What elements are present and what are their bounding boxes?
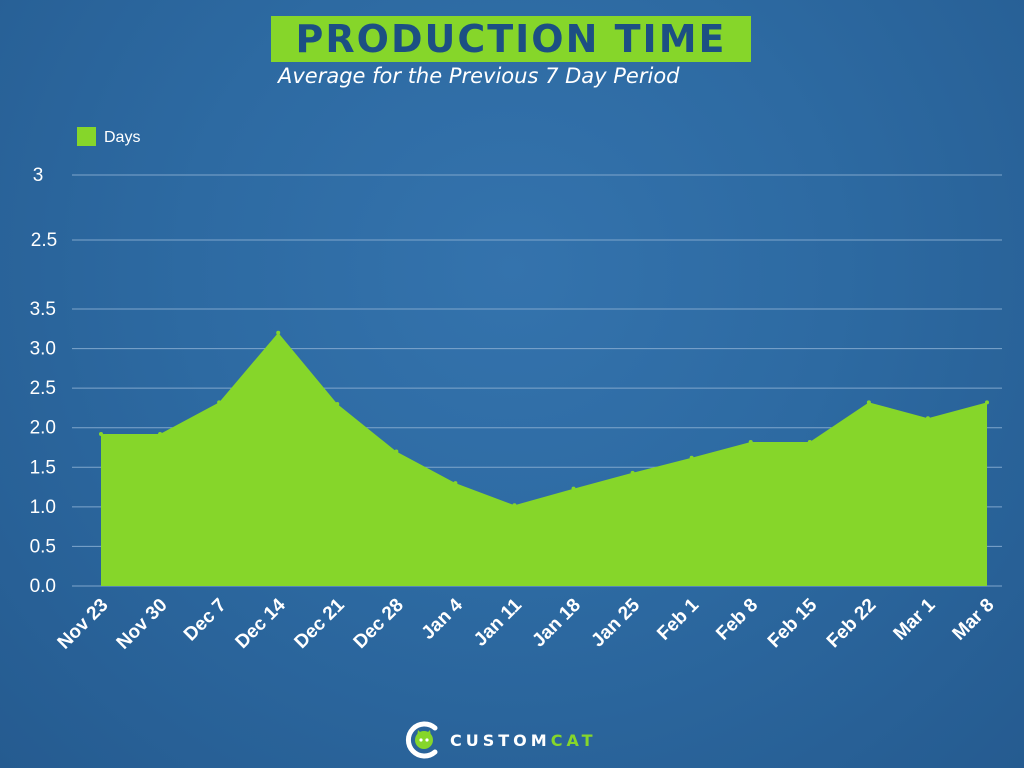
data-point [512,503,517,508]
x-tick-label: Jan 4 [418,594,468,644]
x-axis-ticks: Nov 23 Nov 30 Dec 7 Dec 14 Dec 21 Dec 28 Jan 4… [54,594,999,653]
chart-subtitle: Average for the Previous 7 Day Period [278,64,680,88]
x-tick-label: Feb 8 [712,595,762,645]
x-tick-label: Mar 1 [890,594,940,644]
y-tick-label: 1.5 [30,457,56,478]
y-tick-label: 0.0 [30,576,56,597]
brand-name-part1: CUSTOM [450,730,551,750]
x-tick-label: Feb 22 [823,595,880,652]
area-layer [99,330,989,586]
y-tick-label: 1.0 [30,497,56,518]
brand-name: CUSTOMCAT [450,731,597,750]
y-tick-label: 3.5 [30,299,56,320]
data-point [571,486,576,491]
customcat-logo: CUSTOMCAT [404,720,597,760]
data-point [807,439,812,444]
extra-axis-tick-label: 3 [33,165,44,186]
data-point [335,401,340,406]
data-point [748,439,753,444]
data-point [158,432,163,437]
chart-title: PRODUCTION TIME [295,17,727,61]
title-banner: PRODUCTION TIME [271,16,751,62]
data-point [689,455,694,460]
x-tick-label: Nov 23 [54,595,113,654]
x-tick-label: Jan 25 [587,594,644,651]
legend: Days [77,127,140,146]
x-tick-label: Mar 8 [949,595,999,645]
data-point [217,400,222,405]
x-tick-label: Dec 28 [350,595,408,653]
cat-head-icon [405,721,438,759]
x-tick-label: Jan 18 [528,595,585,652]
data-point [394,449,399,454]
y-axis-ticks: 0.0 0.5 1.0 1.5 2.0 2.5 3.0 3.5 [30,299,56,597]
area-series-days [101,332,987,586]
extra-axis-tick-label: 2.5 [31,230,57,251]
x-tick-label: Dec 21 [291,594,349,652]
data-point [866,400,871,405]
data-point [925,416,930,421]
y-tick-label: 0.5 [30,536,56,557]
legend-swatch-days [77,127,96,146]
y-tick-label: 2.5 [30,378,56,399]
x-tick-label: Nov 30 [113,595,172,654]
x-tick-label: Dec 7 [180,595,231,646]
data-point [630,470,635,475]
y-tick-label: 2.0 [30,418,56,439]
y-tick-label: 3.0 [30,339,56,360]
data-point [453,481,458,486]
legend-label-days: Days [104,129,140,146]
data-point [99,432,103,437]
data-point [276,330,281,335]
data-point [985,400,989,405]
brand-name-part2: CAT [550,730,597,750]
x-tick-label: Feb 1 [653,594,703,644]
x-tick-label: Feb 15 [764,594,822,652]
x-tick-label: Dec 14 [232,594,290,652]
x-tick-label: Jan 11 [470,594,526,650]
extra-gridlines: 32.5 [31,165,1002,251]
